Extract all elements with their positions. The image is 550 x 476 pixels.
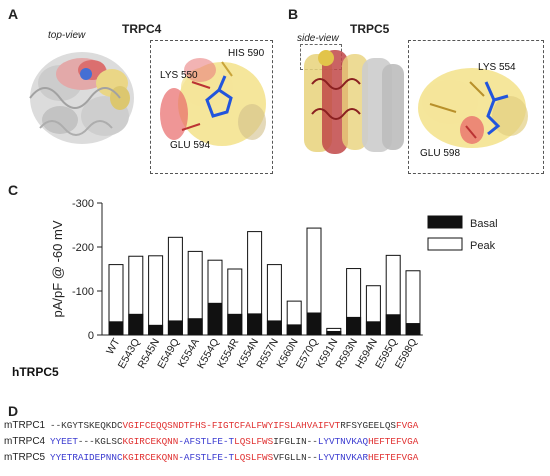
sequence-segment: VFGLLN-- [273, 452, 318, 463]
trpc4-binding-pocket-illustration [160, 58, 266, 146]
sequence-segment: YYEET [50, 436, 78, 447]
sequence-segment: YIFSLAHVAI [267, 420, 324, 431]
bar-basal [207, 302, 223, 336]
sequence-segment: LQSLFWS [234, 452, 274, 463]
alignment-row-name: mTRPC1 [4, 420, 46, 431]
bar-basal [247, 313, 263, 336]
sequence-segment: LYVTNVKAR [317, 452, 369, 463]
bar-basal [128, 313, 144, 336]
sequence-segment: IFGLIN-- [273, 436, 318, 447]
bar-peak [167, 236, 183, 336]
panel-a-zoom-box [150, 40, 273, 174]
alignment-row-name: mTRPC4 [4, 436, 46, 447]
bar-basal [167, 320, 183, 336]
bar-basal [326, 330, 342, 336]
sequence-segment: LYVTNVKAQ [317, 436, 369, 447]
residue-label-glu594: GLU 594 [170, 140, 211, 151]
panel-b-title: TRPC5 [350, 22, 390, 36]
legend-swatch-peak [427, 237, 463, 251]
panel-c-letter: C [8, 182, 19, 198]
bar-basal [385, 314, 401, 336]
bar-basal [306, 312, 322, 336]
bar-basal [405, 323, 421, 336]
panel-b-view-label: side-view [297, 33, 339, 44]
bar-basal [227, 313, 243, 336]
sequence-segment: HEFTE [368, 436, 396, 447]
alignment-row-sequence: YYEET---KGLSCKGIRCEKQNN-AFSTLFE-TLQSLFWS… [50, 436, 418, 447]
panel-d-letter: D [8, 403, 19, 419]
y-tick-label: 0 [88, 330, 94, 342]
y-tick-label: -100 [72, 286, 94, 298]
sequence-segment: RFSYGEELQS [340, 420, 396, 431]
alignment-row-sequence: --KGYTSKEQKDCVGIFCEQQSNDTFHS-FIGTCFALFWY… [50, 420, 418, 431]
panel-a-letter: A [8, 6, 19, 22]
residue-label-lys554: LYS 554 [478, 62, 516, 73]
sequence-segment: HEFTE [368, 452, 396, 463]
sequence-segment: FVGA [395, 452, 419, 463]
bar-peak [148, 255, 164, 336]
panel-a-title: TRPC4 [122, 22, 162, 36]
sequence-segment: -AFSTLFE-T [178, 436, 235, 447]
panel-a-view-label: top-view [48, 30, 86, 41]
alignment-row-name: mTRPC5 [4, 452, 46, 463]
bar-basal [346, 316, 362, 336]
sequence-segment: LFW [250, 420, 268, 431]
residue-label-glu598: GLU 598 [420, 148, 461, 159]
sequence-segment: KGIRCEKQNN [122, 436, 179, 447]
alignment-row-sequence: YYETRAIDEPNNCKGIRCEKQNN-AFSTLFE-TLQSLFWS… [50, 452, 418, 463]
sequence-segment: YYETRAIDEPNNC [50, 452, 123, 463]
sequence-segment: FIGTCFA [211, 420, 251, 431]
residue-label-lys550: LYS 550 [160, 70, 198, 81]
trpc5-binding-pocket-illustration [418, 68, 528, 148]
residue-label-his590: HIS 590 [228, 48, 265, 59]
sequence-segment: CEQQS [144, 420, 173, 431]
y-tick-label: -300 [72, 198, 94, 210]
legend-swatch-basal [427, 215, 463, 229]
trpc5-structure-illustration [304, 50, 404, 154]
sequence-segment: FVT [323, 420, 341, 431]
panel-b-zoom-box [408, 40, 544, 174]
sequence-segment: -AFSTLFE-T [178, 452, 235, 463]
bar-basal [266, 320, 282, 336]
trpc4-structure-illustration [29, 52, 134, 144]
bar-basal [286, 324, 302, 336]
sequence-segment: KGIRCEKQNN [122, 452, 179, 463]
bar-basal [365, 321, 381, 336]
sequence-segment: FVGA [395, 436, 419, 447]
bar-basal [108, 321, 124, 336]
bar-basal [148, 324, 164, 336]
sequence-segment: FVGA [395, 420, 419, 431]
bar-basal [187, 318, 203, 336]
legend-label-basal: Basal [470, 218, 498, 230]
y-tick-label: -200 [72, 242, 94, 254]
y-axis-label: pA/pF @ -60 mV [50, 220, 65, 317]
sequence-segment: NDTFHS- [172, 420, 212, 431]
panel-b-letter: B [288, 6, 299, 22]
legend-label-peak: Peak [470, 240, 496, 252]
sequence-segment: --KGYTSKEQKDC [50, 420, 123, 431]
sequence-segment: ---KGLSC [77, 436, 123, 447]
sequence-segment: LQSLFWS [234, 436, 274, 447]
x-tick-label: WT [104, 336, 123, 357]
sequence-segment: VGIF [122, 420, 145, 431]
x-axis-label: hTRPC5 [12, 365, 59, 379]
